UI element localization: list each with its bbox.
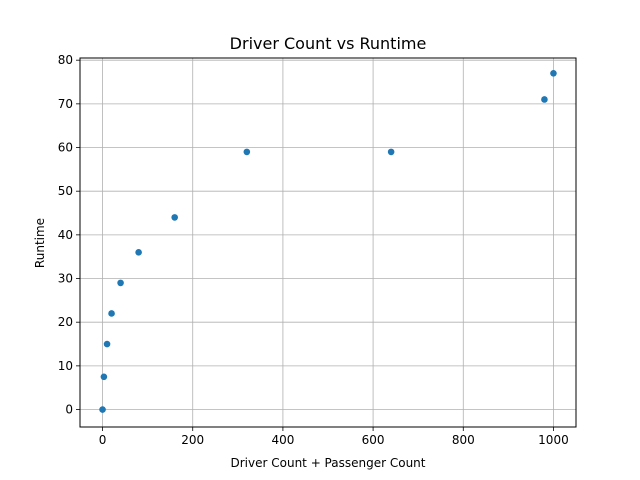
x-tick-label: 400 [271,433,294,447]
data-point [541,96,548,103]
y-tick-label: 10 [58,359,73,373]
data-point [550,69,557,77]
data-point [100,373,108,381]
data-point [117,279,124,287]
data-point [99,406,106,413]
grid [80,58,576,427]
data-point [135,249,142,256]
y-tick-label: 60 [58,141,73,155]
y-tick-label: 0 [65,403,73,417]
y-tick-label: 20 [58,315,73,329]
chart-title: Driver Count vs Runtime [230,34,427,53]
y-tick-label: 80 [58,53,73,67]
plot-frame [79,57,577,428]
x-tick-label: 800 [452,433,475,447]
x-tick-label: 600 [362,433,385,447]
y-tick-label: 50 [58,184,73,198]
data-point [108,310,115,317]
y-axis-label: Runtime [33,218,47,268]
data-point [387,148,395,156]
x-axis-label: Driver Count + Passenger Count [231,456,426,470]
data-point [171,214,178,221]
data-points [99,69,557,413]
data-point [103,340,111,348]
x-tick-label: 0 [99,433,107,447]
y-tick-label: 30 [58,272,73,286]
y-tick-label: 70 [58,97,73,111]
data-point [243,148,251,156]
axis-ticks: 0 200 400 600 800 1000 0 10 20 30 40 50 60 70 80 [58,53,569,447]
x-tick-label: 200 [181,433,204,447]
y-tick-label: 40 [58,228,73,242]
x-tick-label: 1000 [538,433,569,447]
